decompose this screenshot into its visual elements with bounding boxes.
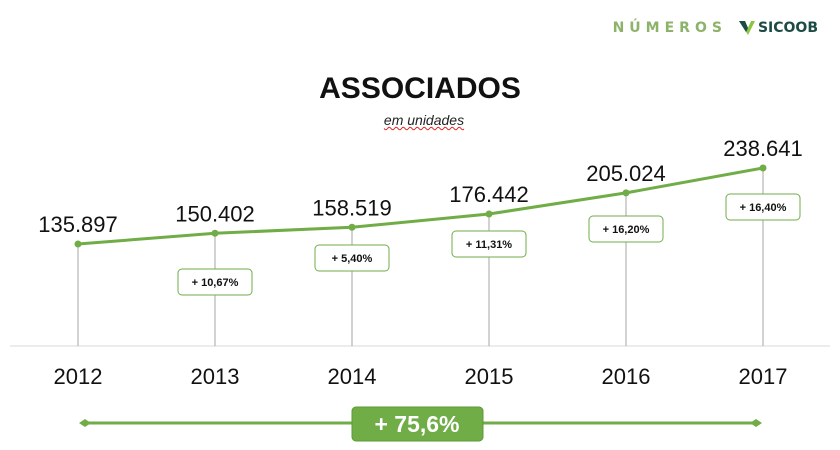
data-point: [759, 164, 767, 172]
growth-label: + 16,40%: [740, 202, 787, 214]
total-growth-end-marker: [750, 419, 762, 427]
growth-badge: [177, 268, 253, 296]
x-tick-label: 2012: [54, 364, 103, 389]
numeros-logo: NÚMEROS: [612, 20, 727, 36]
series-line: [77, 166, 764, 246]
x-tick-label: 2017: [739, 364, 788, 389]
data-point: [348, 223, 356, 231]
sicoob-mark-icon: [738, 21, 755, 35]
data-label: 158.519: [312, 195, 392, 220]
x-tick-label: 2015: [465, 364, 514, 389]
total-growth-label: + 75,6%: [374, 411, 459, 437]
data-point: [622, 189, 630, 197]
total-growth-badge: [351, 406, 484, 442]
growth-label: + 11,31%: [466, 239, 512, 251]
growth-label: + 16,20%: [603, 224, 650, 236]
x-tick-label: 2013: [191, 364, 240, 389]
chart-subtitle: em unidades: [383, 112, 465, 128]
sicoob-logo: SICOOB: [738, 20, 818, 36]
data-label: 176.442: [449, 182, 529, 207]
growth-badge: [588, 215, 664, 243]
data-label: 205.024: [586, 161, 666, 186]
growth-badge: [725, 193, 801, 221]
data-point: [74, 240, 82, 248]
x-tick-label: 2016: [602, 364, 651, 389]
growth-badge: [314, 244, 390, 272]
data-label: 135.897: [38, 212, 118, 237]
chart-subtitle-wrap: em unidades: [0, 112, 840, 128]
data-point: [485, 210, 493, 218]
growth-label: + 10,67%: [192, 277, 239, 289]
x-tick-label: 2014: [328, 364, 377, 389]
brand-logos: NÚMEROS SICOOB: [613, 20, 818, 36]
data-label: 238.641: [723, 136, 803, 161]
total-growth-start-marker: [79, 419, 91, 427]
data-point: [211, 229, 219, 237]
data-label: 150.402: [175, 201, 255, 226]
growth-badge: [451, 230, 527, 258]
chart-title: ASSOCIADOS: [319, 72, 521, 105]
growth-label: + 5,40%: [332, 253, 373, 265]
sicoob-text: SICOOB: [757, 20, 818, 36]
